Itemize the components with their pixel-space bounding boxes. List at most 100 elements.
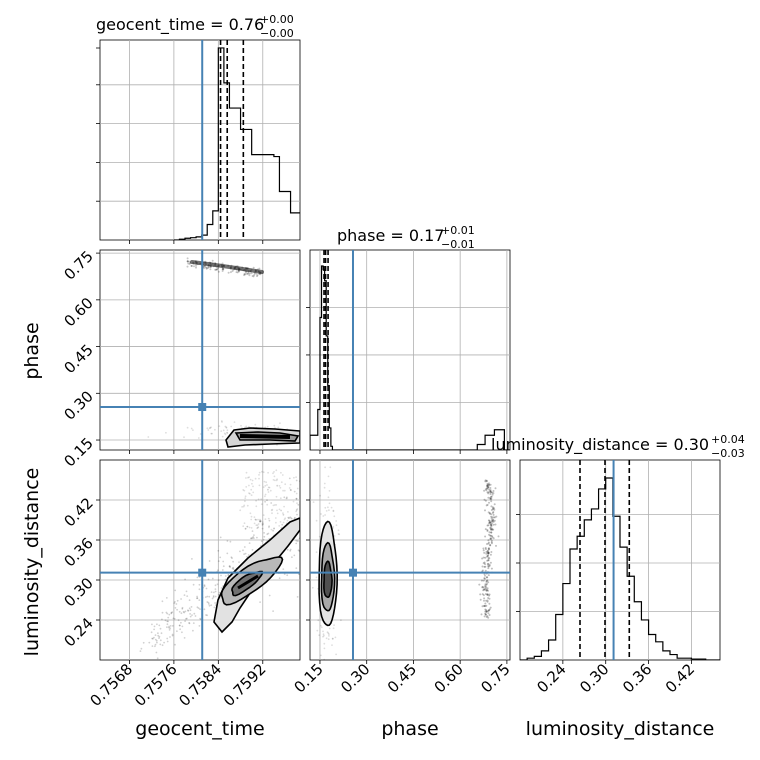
scatter-ld-geocent-time-xticklabel-1: 0.7576	[131, 660, 181, 710]
cluster-right-pt	[488, 597, 491, 600]
cluster-diagonal-pt	[301, 549, 303, 551]
cluster-diagonal-pt	[296, 540, 299, 543]
cluster-diagonal-pt	[160, 632, 163, 635]
cluster-diagonal-pt	[274, 517, 277, 519]
cluster-diagonal-pt	[139, 650, 142, 652]
cluster-left-dots-pt	[329, 466, 332, 469]
title-phase-sup: +0.01	[441, 224, 475, 237]
cluster-diagonal-pt	[158, 637, 160, 639]
cluster-right-pt	[490, 497, 493, 500]
cluster-right-pt	[487, 519, 490, 522]
cluster-upper-pt	[243, 273, 246, 275]
title-geocent-time: geocent_time = 0.76 +0.00 −0.00	[96, 13, 294, 40]
cluster-diagonal-pt	[254, 518, 257, 521]
cluster-right-pt	[484, 528, 487, 531]
cluster-upper-pt	[188, 260, 191, 263]
cluster-diagonal-pt	[255, 505, 258, 508]
cluster-diagonal-pt	[276, 478, 278, 481]
ylabel-phase: phase	[21, 322, 43, 379]
cluster-diagonal-pt	[178, 610, 181, 613]
cluster-diagonal-pt	[272, 504, 275, 507]
cluster-left-dots-pt	[323, 634, 325, 637]
cluster-diagonal-pt	[207, 601, 210, 604]
cluster-diagonal-pt	[185, 590, 188, 593]
cluster-diagonal-pt	[260, 503, 263, 506]
cluster-diagonal-pt	[182, 610, 185, 613]
cluster-lower-dots-pt	[218, 425, 221, 427]
cluster-diagonal-pt	[267, 532, 270, 535]
cluster-diagonal-pt	[238, 561, 240, 563]
cluster-diagonal-pt	[222, 565, 225, 568]
cluster-diagonal-pt	[191, 558, 193, 560]
cluster-right-pt	[484, 593, 487, 595]
cluster-right-pt	[486, 503, 489, 506]
cluster-upper-pt	[227, 271, 230, 274]
cluster-lower-dots-pt	[222, 429, 225, 432]
cluster-right-pt	[490, 519, 493, 522]
cluster-diagonal-pt	[140, 647, 143, 650]
cluster-upper-core	[190, 260, 264, 274]
cluster-right-pt	[494, 487, 497, 490]
cluster-upper-pt	[190, 264, 193, 267]
cluster-right-pt	[484, 610, 487, 613]
cluster-left-dots-pt	[315, 551, 318, 553]
cluster-right-pt	[490, 567, 493, 570]
cluster-right-pt	[492, 523, 495, 526]
cluster-diagonal-pt	[249, 512, 252, 515]
cluster-diagonal-pt	[198, 588, 201, 591]
cluster-diagonal-pt	[168, 613, 171, 616]
cluster-diagonal-pt	[205, 587, 208, 590]
cluster-right-pt	[491, 516, 494, 519]
cluster-right-pt	[489, 493, 492, 495]
cluster-diagonal-pt	[196, 576, 199, 579]
cluster-diagonal-pt	[245, 477, 247, 479]
cluster-right-pt	[487, 542, 490, 545]
cluster-upper-pt	[217, 270, 220, 273]
cluster-right-pt	[491, 527, 493, 530]
cluster-diagonal-pt	[278, 525, 281, 527]
cluster-right-pt	[490, 525, 493, 528]
cluster-diagonal-pt	[286, 496, 288, 499]
cluster-right-pt	[484, 488, 487, 491]
cluster-diagonal-pt	[244, 495, 247, 498]
cluster-upper-pt	[222, 268, 225, 271]
cluster-diagonal-pt	[280, 509, 282, 512]
cluster-right-pt	[493, 508, 496, 511]
cluster-right-pt	[491, 512, 494, 514]
cluster-diagonal-pt	[161, 618, 163, 621]
cluster-diagonal-pt	[199, 608, 201, 610]
cluster-left-dots-pt	[326, 631, 329, 634]
cluster-left-dots-pt	[338, 533, 341, 536]
cluster-upper-pt	[258, 267, 261, 270]
cluster-diagonal-pt	[255, 519, 257, 521]
cluster-lower-dots-pt	[206, 427, 209, 430]
cluster-diagonal-pt	[159, 627, 162, 630]
cluster-right-pt	[484, 587, 487, 589]
cluster-lower-dots-pt	[279, 422, 281, 425]
cluster-lower-dots-pt	[226, 431, 228, 434]
cluster-diagonal-pt	[263, 532, 265, 534]
cluster-diagonal-pt	[216, 583, 219, 586]
cluster-left-dots-pt	[327, 638, 330, 641]
cluster-diagonal-pt	[283, 496, 286, 499]
cluster-right-pt	[482, 594, 485, 597]
cluster-left-dots-pt	[318, 535, 321, 538]
cluster-diagonal-pt	[181, 631, 183, 634]
title-geocent-time-sup: +0.00	[260, 13, 294, 26]
cluster-diagonal-pt	[153, 636, 155, 639]
cluster-diagonal-pt	[246, 525, 249, 528]
cluster-diagonal-pt	[263, 535, 266, 538]
cluster-diagonal-pt	[217, 549, 220, 552]
cluster-lower-dots-pt	[225, 427, 228, 429]
cluster-lower-dots-pt	[233, 421, 236, 423]
cluster-diagonal-pt	[282, 489, 284, 492]
cluster-right-pt	[486, 524, 489, 527]
cluster-diagonal-pt	[302, 522, 304, 524]
cluster-right-pt	[487, 547, 490, 550]
cluster-diagonal-pt	[188, 599, 191, 602]
cluster-diagonal-pt	[176, 608, 179, 611]
cluster-diagonal-pt	[213, 606, 216, 609]
cluster-diagonal-pt	[217, 569, 219, 572]
cluster-right-pt	[487, 524, 490, 527]
cluster-diagonal-pt	[275, 521, 277, 524]
